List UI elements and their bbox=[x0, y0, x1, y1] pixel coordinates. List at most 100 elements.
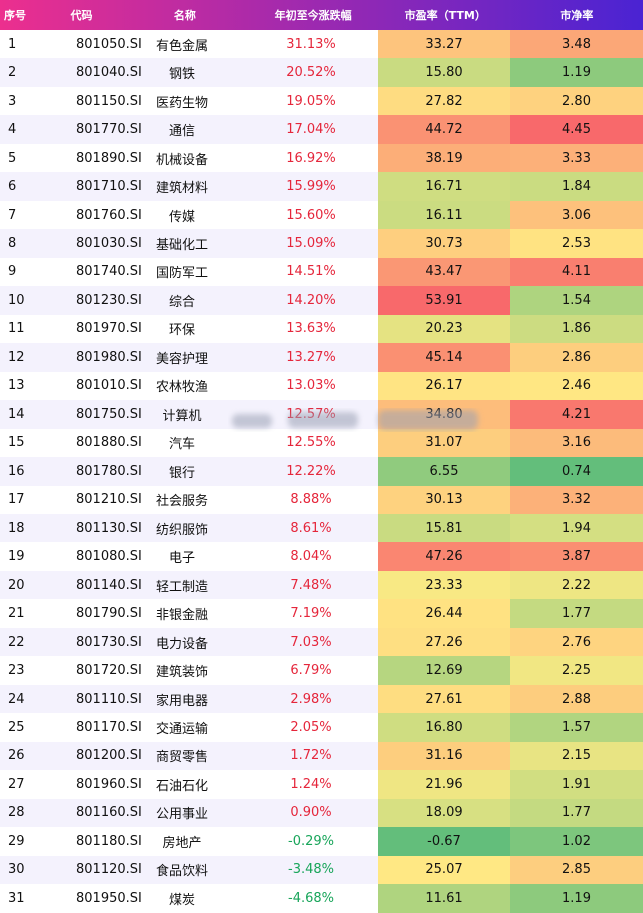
row-industry-name: 轻工制造 bbox=[155, 579, 208, 595]
table-row: 7 801760.SI 传媒 15.60% 16.11 3.06 bbox=[0, 200, 643, 230]
row-index: 15 bbox=[8, 435, 25, 451]
header-name: 名称 bbox=[173, 9, 196, 22]
row-industry-name: 家用电器 bbox=[155, 693, 208, 709]
row-index: 8 bbox=[8, 236, 17, 252]
row-industry-name: 有色金属 bbox=[155, 38, 208, 54]
row-industry-name: 综合 bbox=[168, 294, 195, 310]
row-ytd-change: 13.27% bbox=[286, 349, 336, 365]
table-row: 22 801730.SI 电力设备 7.03% 27.26 2.76 bbox=[0, 627, 643, 657]
row-pb: 0.74 bbox=[510, 457, 643, 486]
row-industry-name: 机械设备 bbox=[155, 152, 208, 168]
row-ytd-change: 7.48% bbox=[290, 577, 332, 593]
table-header-row: 序号 代码 名称 年初至今涨跌幅 市盈率（TTM） 市净率 bbox=[0, 0, 643, 30]
row-pb: 4.21 bbox=[510, 400, 643, 429]
row-code: 801890.SI bbox=[76, 150, 142, 166]
row-pb: 2.22 bbox=[510, 570, 643, 600]
row-pe-ttm: 16.71 bbox=[378, 172, 510, 201]
row-pe-ttm: 30.13 bbox=[378, 485, 510, 514]
row-pe-ttm: 27.82 bbox=[378, 86, 510, 116]
row-industry-name: 电力设备 bbox=[155, 636, 208, 652]
row-pb: 1.77 bbox=[510, 599, 643, 628]
table-row: 3 801150.SI 医药生物 19.05% 27.82 2.80 bbox=[0, 86, 643, 116]
table-row: 23 801720.SI 建筑装饰 6.79% 12.69 2.25 bbox=[0, 656, 643, 685]
row-pb: 2.80 bbox=[510, 86, 643, 116]
row-ytd-change: 6.79% bbox=[290, 663, 332, 679]
row-pb: 3.06 bbox=[510, 200, 643, 230]
row-code: 801050.SI bbox=[76, 36, 142, 52]
row-code: 801740.SI bbox=[76, 264, 142, 280]
row-code: 801790.SI bbox=[76, 606, 142, 622]
row-pe-ttm: 16.11 bbox=[378, 200, 510, 230]
row-industry-name: 国防军工 bbox=[155, 266, 208, 282]
row-code: 801760.SI bbox=[76, 207, 142, 223]
row-code: 801880.SI bbox=[76, 435, 142, 451]
row-code: 801710.SI bbox=[76, 179, 142, 195]
row-index: 31 bbox=[8, 890, 25, 906]
table-row: 27 801960.SI 石油石化 1.24% 21.96 1.91 bbox=[0, 770, 643, 799]
row-index: 12 bbox=[8, 349, 25, 365]
row-industry-name: 钢铁 bbox=[168, 67, 195, 83]
row-code: 801230.SI bbox=[76, 292, 142, 308]
row-ytd-change: 8.61% bbox=[290, 520, 332, 536]
table-row: 9 801740.SI 国防军工 14.51% 43.47 4.11 bbox=[0, 257, 643, 287]
row-pe-ttm: 21.96 bbox=[378, 770, 510, 799]
row-pb: 1.54 bbox=[510, 286, 643, 315]
table-body: 1 801050.SI 有色金属 31.13% 33.27 3.48 2 801040.SI 钢… bbox=[0, 30, 643, 913]
row-pb: 4.45 bbox=[510, 115, 643, 144]
row-code: 801770.SI bbox=[76, 122, 142, 138]
row-ytd-change: 8.04% bbox=[290, 549, 332, 565]
row-index: 20 bbox=[8, 577, 25, 593]
table-row: 5 801890.SI 机械设备 16.92% 38.19 3.33 bbox=[0, 143, 643, 173]
row-pb: 1.86 bbox=[510, 314, 643, 344]
row-index: 5 bbox=[8, 150, 17, 166]
row-pe-ttm: 47.26 bbox=[378, 542, 510, 571]
row-ytd-change: 14.20% bbox=[286, 292, 336, 308]
row-pe-ttm: -0.67 bbox=[378, 827, 510, 856]
row-index: 6 bbox=[8, 179, 17, 195]
row-index: 21 bbox=[8, 606, 25, 622]
table-row: 26 801200.SI 商贸零售 1.72% 31.16 2.15 bbox=[0, 741, 643, 771]
row-code: 801950.SI bbox=[76, 890, 142, 906]
header-pb: 市净率 bbox=[560, 9, 594, 22]
row-pb: 4.11 bbox=[510, 257, 643, 287]
row-code: 801720.SI bbox=[76, 663, 142, 679]
row-pe-ttm: 33.27 bbox=[378, 30, 510, 59]
row-industry-name: 房地产 bbox=[162, 835, 202, 851]
row-pe-ttm: 16.80 bbox=[378, 713, 510, 742]
table-row: 21 801790.SI 非银金融 7.19% 26.44 1.77 bbox=[0, 599, 643, 628]
row-ytd-change: 12.55% bbox=[286, 435, 336, 451]
row-ytd-change: 15.09% bbox=[286, 236, 336, 252]
row-ytd-change: 12.22% bbox=[286, 463, 336, 479]
row-pb: 2.25 bbox=[510, 656, 643, 685]
table-row: 4 801770.SI 通信 17.04% 44.72 4.45 bbox=[0, 115, 643, 144]
row-code: 801730.SI bbox=[76, 634, 142, 650]
row-industry-name: 银行 bbox=[168, 465, 195, 481]
row-ytd-change: 7.19% bbox=[290, 606, 332, 622]
row-ytd-change: 13.63% bbox=[286, 321, 336, 337]
row-industry-name: 商贸零售 bbox=[155, 750, 208, 766]
row-code: 801150.SI bbox=[76, 93, 142, 109]
row-ytd-change: 16.92% bbox=[286, 150, 336, 166]
row-index: 2 bbox=[8, 65, 17, 81]
row-index: 19 bbox=[8, 549, 25, 565]
row-ytd-change: 20.52% bbox=[286, 65, 336, 81]
row-code: 801040.SI bbox=[76, 65, 142, 81]
row-code: 801160.SI bbox=[76, 805, 142, 821]
row-pe-ttm: 31.07 bbox=[378, 428, 510, 458]
row-industry-name: 医药生物 bbox=[155, 95, 208, 111]
row-ytd-change: 2.05% bbox=[290, 719, 332, 735]
row-index: 24 bbox=[8, 691, 25, 707]
row-index: 28 bbox=[8, 805, 25, 821]
row-index: 22 bbox=[8, 634, 25, 650]
row-index: 3 bbox=[8, 93, 17, 109]
row-code: 801780.SI bbox=[76, 463, 142, 479]
row-industry-name: 煤炭 bbox=[168, 892, 195, 908]
row-index: 14 bbox=[8, 406, 25, 422]
row-pe-ttm: 23.33 bbox=[378, 570, 510, 600]
row-pb: 1.19 bbox=[510, 884, 643, 913]
row-ytd-change: 14.51% bbox=[286, 264, 336, 280]
row-code: 801030.SI bbox=[76, 236, 142, 252]
table-row: 14 801750.SI 计算机 12.57% 34.80 4.21 bbox=[0, 400, 643, 429]
table-row: 28 801160.SI 公用事业 0.90% 18.09 1.77 bbox=[0, 798, 643, 828]
